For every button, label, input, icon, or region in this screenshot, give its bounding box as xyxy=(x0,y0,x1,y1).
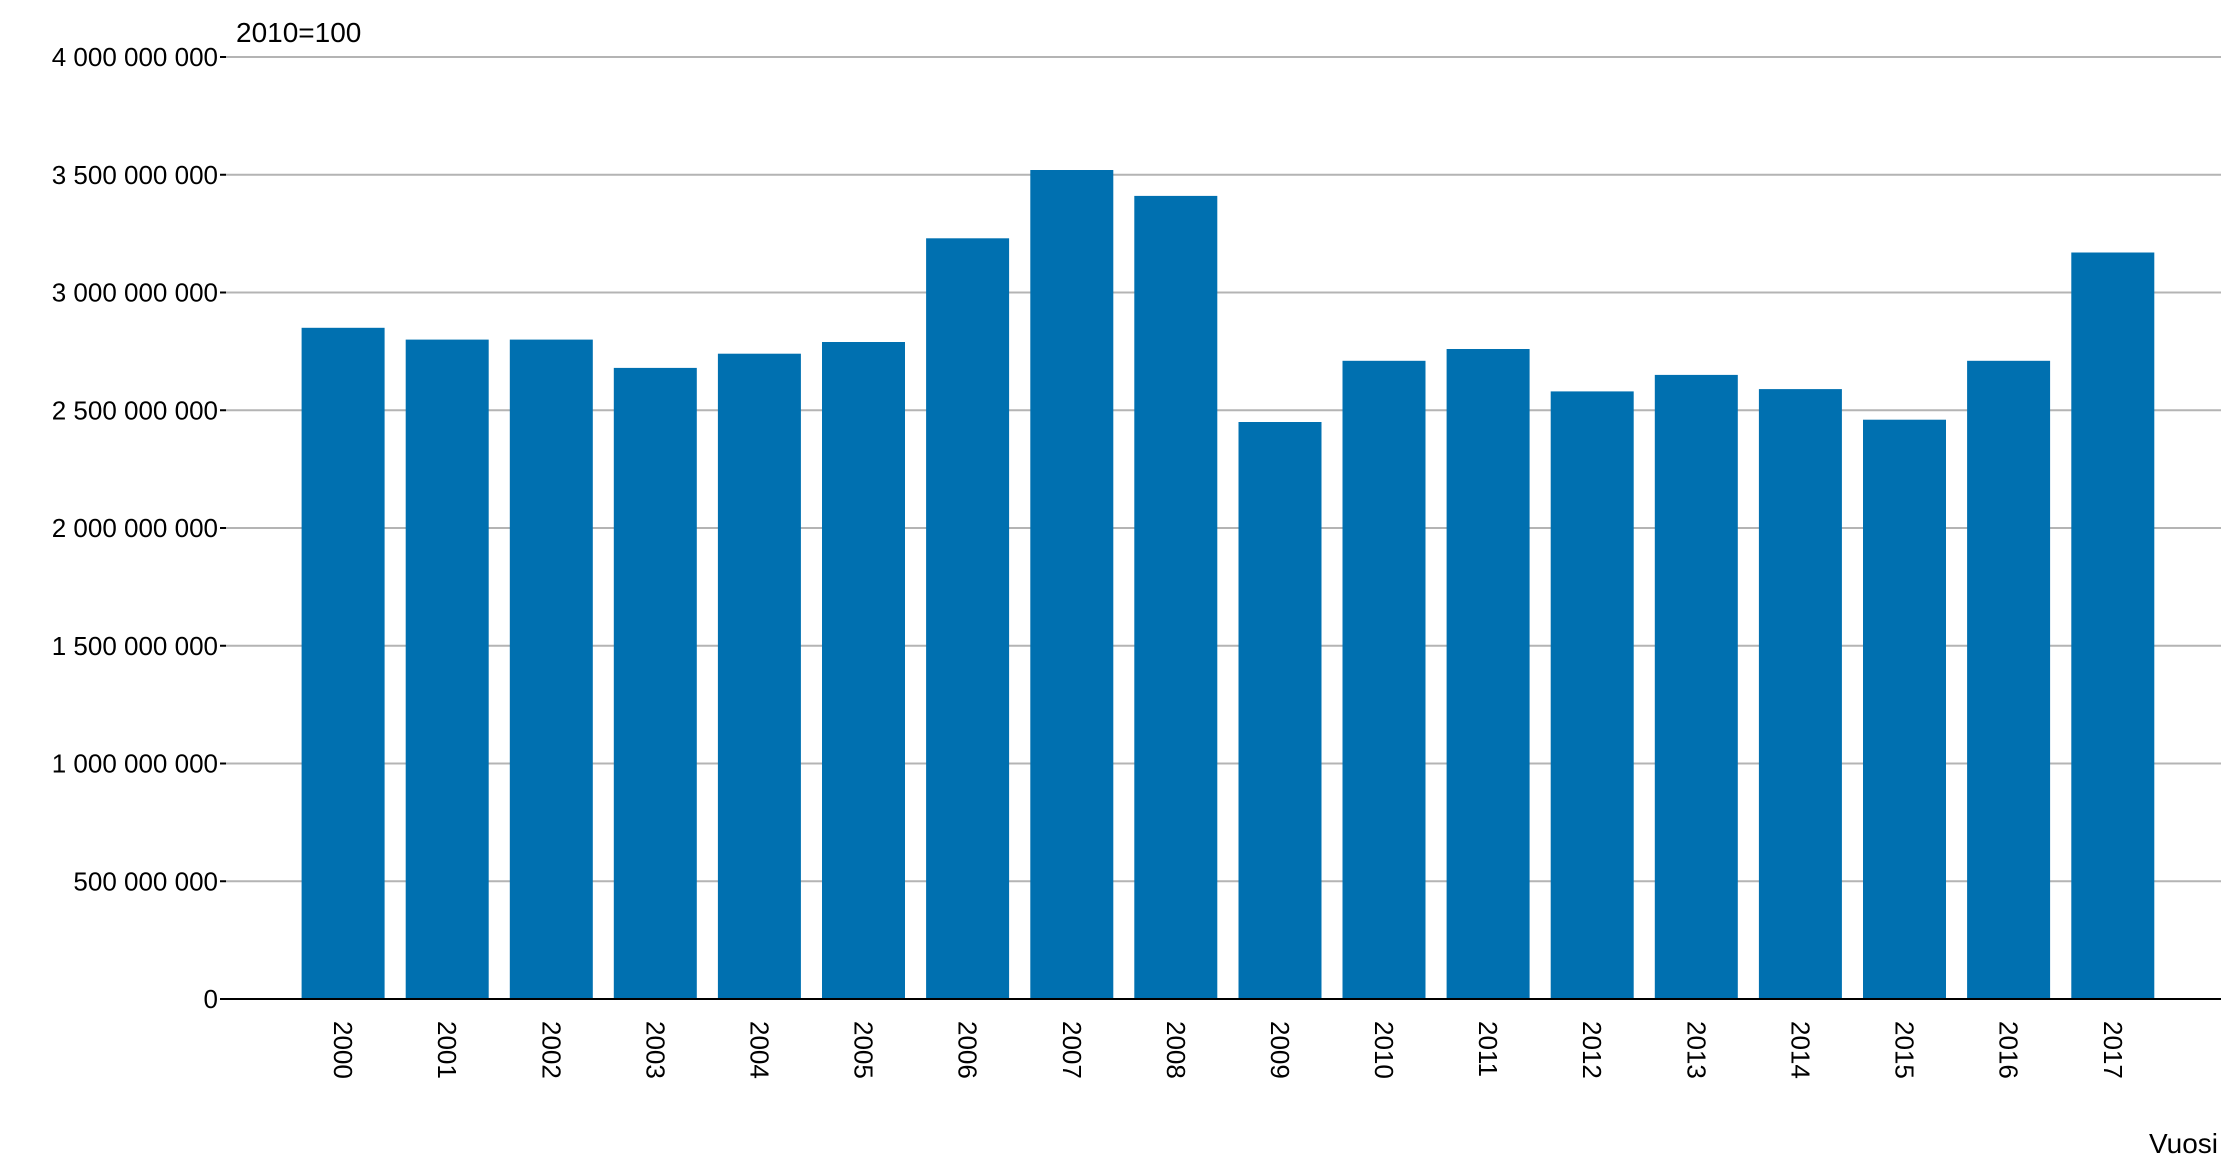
bar-2010 xyxy=(1342,360,1426,999)
bar-2005 xyxy=(822,342,905,999)
y-tick-label: 3 500 000 000 xyxy=(52,160,218,190)
bar-2002 xyxy=(509,339,593,1000)
x-tick-label: 2016 xyxy=(1994,1021,2024,1079)
x-tick-label: 2008 xyxy=(1161,1021,1191,1079)
bar-2008 xyxy=(1134,195,1218,999)
x-tick-label: 2006 xyxy=(953,1021,983,1079)
unit-label: 2010=100 xyxy=(236,17,361,48)
bar-2007 xyxy=(1030,170,1114,999)
x-axis-label: Vuosi xyxy=(2149,1128,2218,1159)
x-tick-label: 2003 xyxy=(640,1021,670,1079)
x-tick-label: 2010 xyxy=(1369,1021,1399,1079)
bar-2003 xyxy=(613,367,697,999)
x-tick-label: 2002 xyxy=(536,1021,566,1079)
x-tick-label: 2009 xyxy=(1265,1021,1295,1079)
x-tick-label: 2004 xyxy=(744,1021,774,1079)
bars-layer xyxy=(301,170,2155,1000)
y-tick-label: 1 000 000 000 xyxy=(52,749,218,779)
bar-2017 xyxy=(2071,252,2155,999)
bar-2009 xyxy=(1238,422,1322,999)
y-tick-labels: 0 500 000 000 1 000 000 000 1 500 000 000 2 … xyxy=(52,42,218,1014)
x-tick-label: 2005 xyxy=(849,1021,879,1079)
x-tick-label: 2015 xyxy=(1890,1021,1920,1079)
x-tick-labels: 2000 2001 2002 2003 2004 2005 2006 2007 2008 2009… xyxy=(328,1021,2128,1079)
bar-2016 xyxy=(1967,360,2051,999)
bar-2015 xyxy=(1863,419,1946,999)
x-tick-label: 2011 xyxy=(1473,1021,1503,1077)
y-tick-label: 0 xyxy=(204,984,218,1014)
y-tick-label: 2 000 000 000 xyxy=(52,513,218,543)
x-tick-label: 2012 xyxy=(1577,1021,1607,1079)
x-tick-label: 2013 xyxy=(1681,1021,1711,1079)
y-tick-label: 4 000 000 000 xyxy=(52,42,218,72)
bar-2014 xyxy=(1758,389,1842,1000)
bar-2001 xyxy=(405,339,489,1000)
x-tick-label: 2000 xyxy=(328,1021,358,1079)
x-tick-label: 2014 xyxy=(1785,1021,1815,1079)
x-tick-label: 2017 xyxy=(2098,1021,2128,1079)
bar-2012 xyxy=(1550,391,1634,999)
bar-2011 xyxy=(1446,349,1530,999)
y-tick-label: 2 500 000 000 xyxy=(52,395,218,425)
x-tick-label: 2007 xyxy=(1057,1021,1087,1079)
bar-2004 xyxy=(717,353,801,999)
y-tick-label: 500 000 000 xyxy=(73,866,218,896)
y-tick-label: 1 500 000 000 xyxy=(52,631,218,661)
y-tick-label: 3 000 000 000 xyxy=(52,278,218,308)
bar-2000 xyxy=(301,327,385,999)
bar-2013 xyxy=(1654,374,1738,999)
x-tick-label: 2001 xyxy=(432,1021,462,1079)
bar-2006 xyxy=(926,238,1010,1000)
